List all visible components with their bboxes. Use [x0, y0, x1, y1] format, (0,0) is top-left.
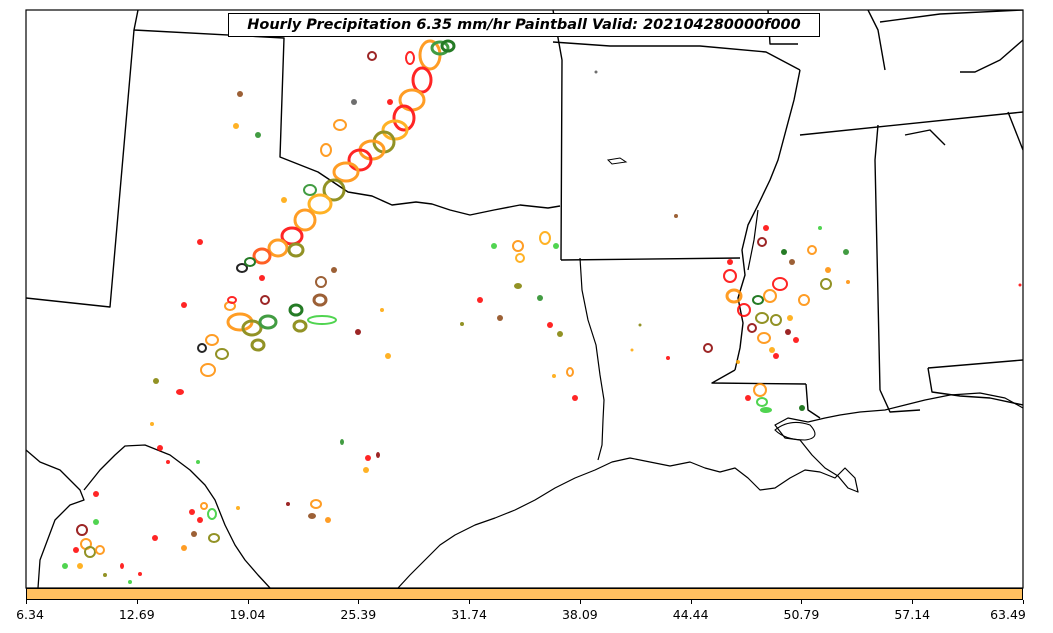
map-axes — [25, 9, 1024, 589]
colorbar-tick-mark — [136, 600, 138, 604]
colorbar-tick-label: 12.69 — [118, 607, 155, 622]
colorbar-tick-mark — [26, 600, 27, 604]
state-borders — [26, 10, 1023, 419]
rio-grande-border — [26, 444, 271, 588]
colorbar-tick-label: 57.14 — [894, 607, 931, 622]
map-title: Hourly Precipitation 6.35 mm/hr Paintbal… — [228, 13, 820, 37]
colorbar-tick-label: 31.74 — [451, 607, 487, 622]
colorbar-tick-mark — [912, 600, 914, 604]
colorbar-tick-label: 38.09 — [561, 607, 598, 622]
colorbar-tick-label: 6.34 — [16, 607, 44, 622]
precipitation-paintballs — [62, 39, 1022, 584]
colorbar — [26, 588, 1023, 600]
colorbar-tick-mark — [358, 600, 360, 604]
inland-lake — [606, 157, 628, 165]
colorbar-tick-mark — [247, 600, 249, 604]
colorbar-tick-mark — [469, 600, 471, 604]
colorbar-tick-mark — [1023, 600, 1024, 604]
gulf-coastline — [397, 392, 1023, 588]
colorbar-tick-label: 50.79 — [783, 607, 820, 622]
colorbar-tick-label: 63.49 — [990, 607, 1026, 622]
colorbar-tick-label: 19.04 — [229, 607, 266, 622]
lake-pontchartrain — [774, 421, 816, 441]
colorbar-tick-mark — [579, 600, 581, 604]
colorbar-tick-label: 25.39 — [340, 607, 377, 622]
rivers — [579, 209, 759, 461]
colorbar-tick-mark — [801, 600, 803, 604]
colorbar-tick-label: 44.44 — [672, 607, 709, 622]
colorbar-tick-mark — [690, 600, 692, 604]
